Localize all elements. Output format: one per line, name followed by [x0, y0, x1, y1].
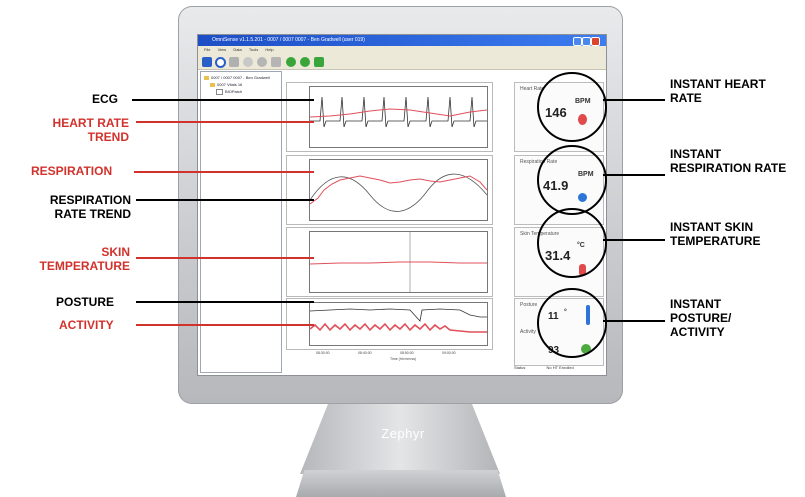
- skin-temperature-trace-svg: [310, 232, 487, 292]
- respiration-trace-svg: [310, 173, 487, 212]
- respiration-panel: [286, 155, 493, 225]
- status-value: No HT Enrolled: [546, 365, 574, 370]
- callout-instant-respiration-rate: INSTANT RESPIRATION RATE: [670, 147, 787, 175]
- document-icon[interactable]: [229, 57, 239, 67]
- skin-temperature-panel: [286, 227, 493, 297]
- callout-skin-temperature: SKIN TEMPERATURE: [39, 245, 130, 273]
- tree-node-device[interactable]: BIOPatch: [216, 89, 242, 95]
- save-icon[interactable]: [202, 57, 212, 67]
- callout-line-respiration: [134, 171, 314, 173]
- callout-line-posture: [136, 301, 314, 303]
- folder-icon: [210, 82, 215, 87]
- time-tick: 08:40:00: [358, 351, 372, 355]
- window-titlebar: OmniSense v1.1.5.201 - 0007 / 0007 0007 …: [198, 35, 606, 46]
- heart-rate-highlight-circle: [537, 72, 607, 142]
- brand-logo-text: Zephyr: [381, 426, 425, 441]
- callout-respiration-rate-trend: RESPIRATION RATE TREND: [49, 193, 131, 221]
- menu-tools[interactable]: Tools: [248, 47, 259, 52]
- respiration-rate-highlight-circle: [537, 145, 607, 215]
- callout-line-instant-posture-activity: [603, 320, 665, 322]
- time-tick: 09:00:00: [442, 351, 456, 355]
- tree-node-subject[interactable]: 0007 / 0007 0007 - Ben Gradwell: [204, 75, 270, 80]
- toolbar: [198, 54, 606, 70]
- posture-activity-highlight-circle: [537, 288, 607, 358]
- tree-node-session[interactable]: 0007 Vitals 16: [210, 82, 242, 87]
- respiration-rate-title: Respiration Rate: [520, 159, 558, 165]
- respiration-plot[interactable]: [309, 159, 488, 221]
- menu-file[interactable]: File: [204, 47, 211, 52]
- menu-data[interactable]: Data: [233, 47, 242, 52]
- maximize-button[interactable]: [582, 37, 591, 46]
- activity-trace: [310, 322, 487, 333]
- callout-line-instant-skin-temperature: [603, 239, 665, 241]
- callout-instant-skin-temperature: INSTANT SKIN TEMPERATURE: [670, 220, 761, 248]
- stop-icon[interactable]: [271, 57, 281, 67]
- heart-rate-trend-trace: [310, 108, 487, 118]
- status-bar: Status No HT Enrolled: [514, 365, 574, 370]
- callout-line-activity: [136, 324, 314, 326]
- monitor-stand-base: [296, 470, 506, 497]
- activity-title: Activity: [520, 329, 536, 335]
- time-axis-label: Time (hh:mm:ss): [390, 357, 417, 361]
- callout-ecg: ECG: [92, 92, 119, 106]
- time-tick: 08:50:00: [400, 351, 414, 355]
- minimize-button[interactable]: [573, 37, 582, 46]
- callout-line-instant-respiration-rate: [603, 174, 665, 176]
- ecg-trace-svg: [310, 96, 487, 128]
- respiration-rate-trend-trace: [310, 175, 487, 205]
- posture-activity-plot[interactable]: [309, 302, 488, 346]
- posture-trace: [310, 308, 487, 322]
- callout-line-instant-heart-rate: [603, 99, 665, 101]
- skin-temperature-highlight-circle: [537, 208, 607, 278]
- record-icon[interactable]: [257, 57, 267, 67]
- zoom-in-icon[interactable]: [286, 57, 296, 67]
- ecg-trace: [310, 96, 487, 128]
- callout-instant-posture-activity: INSTANT POSTURE/ ACTIVITY: [670, 297, 732, 339]
- zoom-out-icon[interactable]: [300, 57, 310, 67]
- time-tick: 08:30:00: [316, 351, 330, 355]
- callout-line-respiration-rate-trend: [136, 199, 314, 201]
- crosshair-icon[interactable]: [243, 57, 253, 67]
- callout-line-heart-rate-trend: [136, 121, 314, 123]
- export-icon[interactable]: [314, 57, 324, 67]
- callout-respiration: RESPIRATION: [31, 164, 113, 178]
- window-title: OmniSense v1.1.5.201 - 0007 / 0007 0007 …: [212, 37, 365, 43]
- posture-activity-panel: [286, 298, 493, 350]
- heart-rate-title: Heart Rate: [520, 86, 545, 92]
- close-button[interactable]: [591, 37, 600, 46]
- callout-instant-heart-rate: INSTANT HEART RATE: [670, 77, 766, 105]
- skin-temperature-trace: [310, 261, 487, 265]
- posture-title: Posture: [520, 302, 538, 308]
- callout-line-ecg: [132, 99, 314, 101]
- callout-heart-rate-trend: HEART RATE TREND: [52, 116, 129, 144]
- refresh-icon[interactable]: [215, 57, 226, 68]
- ecg-heart-rate-panel: [286, 82, 493, 152]
- menu-help[interactable]: Help: [265, 47, 274, 52]
- menu-view[interactable]: View: [217, 47, 227, 52]
- monitor-stand-neck: [300, 404, 500, 474]
- menu-bar: File View Data Tools Help: [198, 46, 606, 54]
- file-icon: [216, 89, 223, 95]
- folder-icon: [204, 75, 209, 80]
- respiration-trace: [310, 173, 487, 212]
- skin-temperature-plot[interactable]: [309, 231, 488, 293]
- session-tree: 0007 / 0007 0007 - Ben Gradwell 0007 Vit…: [200, 71, 282, 373]
- callout-line-skin-temperature: [136, 257, 314, 259]
- posture-activity-trace-svg: [310, 308, 487, 333]
- ecg-plot[interactable]: [309, 86, 488, 148]
- callout-posture: POSTURE: [56, 295, 115, 309]
- status-label: Status: [514, 365, 526, 370]
- callout-activity: ACTIVITY: [59, 318, 114, 332]
